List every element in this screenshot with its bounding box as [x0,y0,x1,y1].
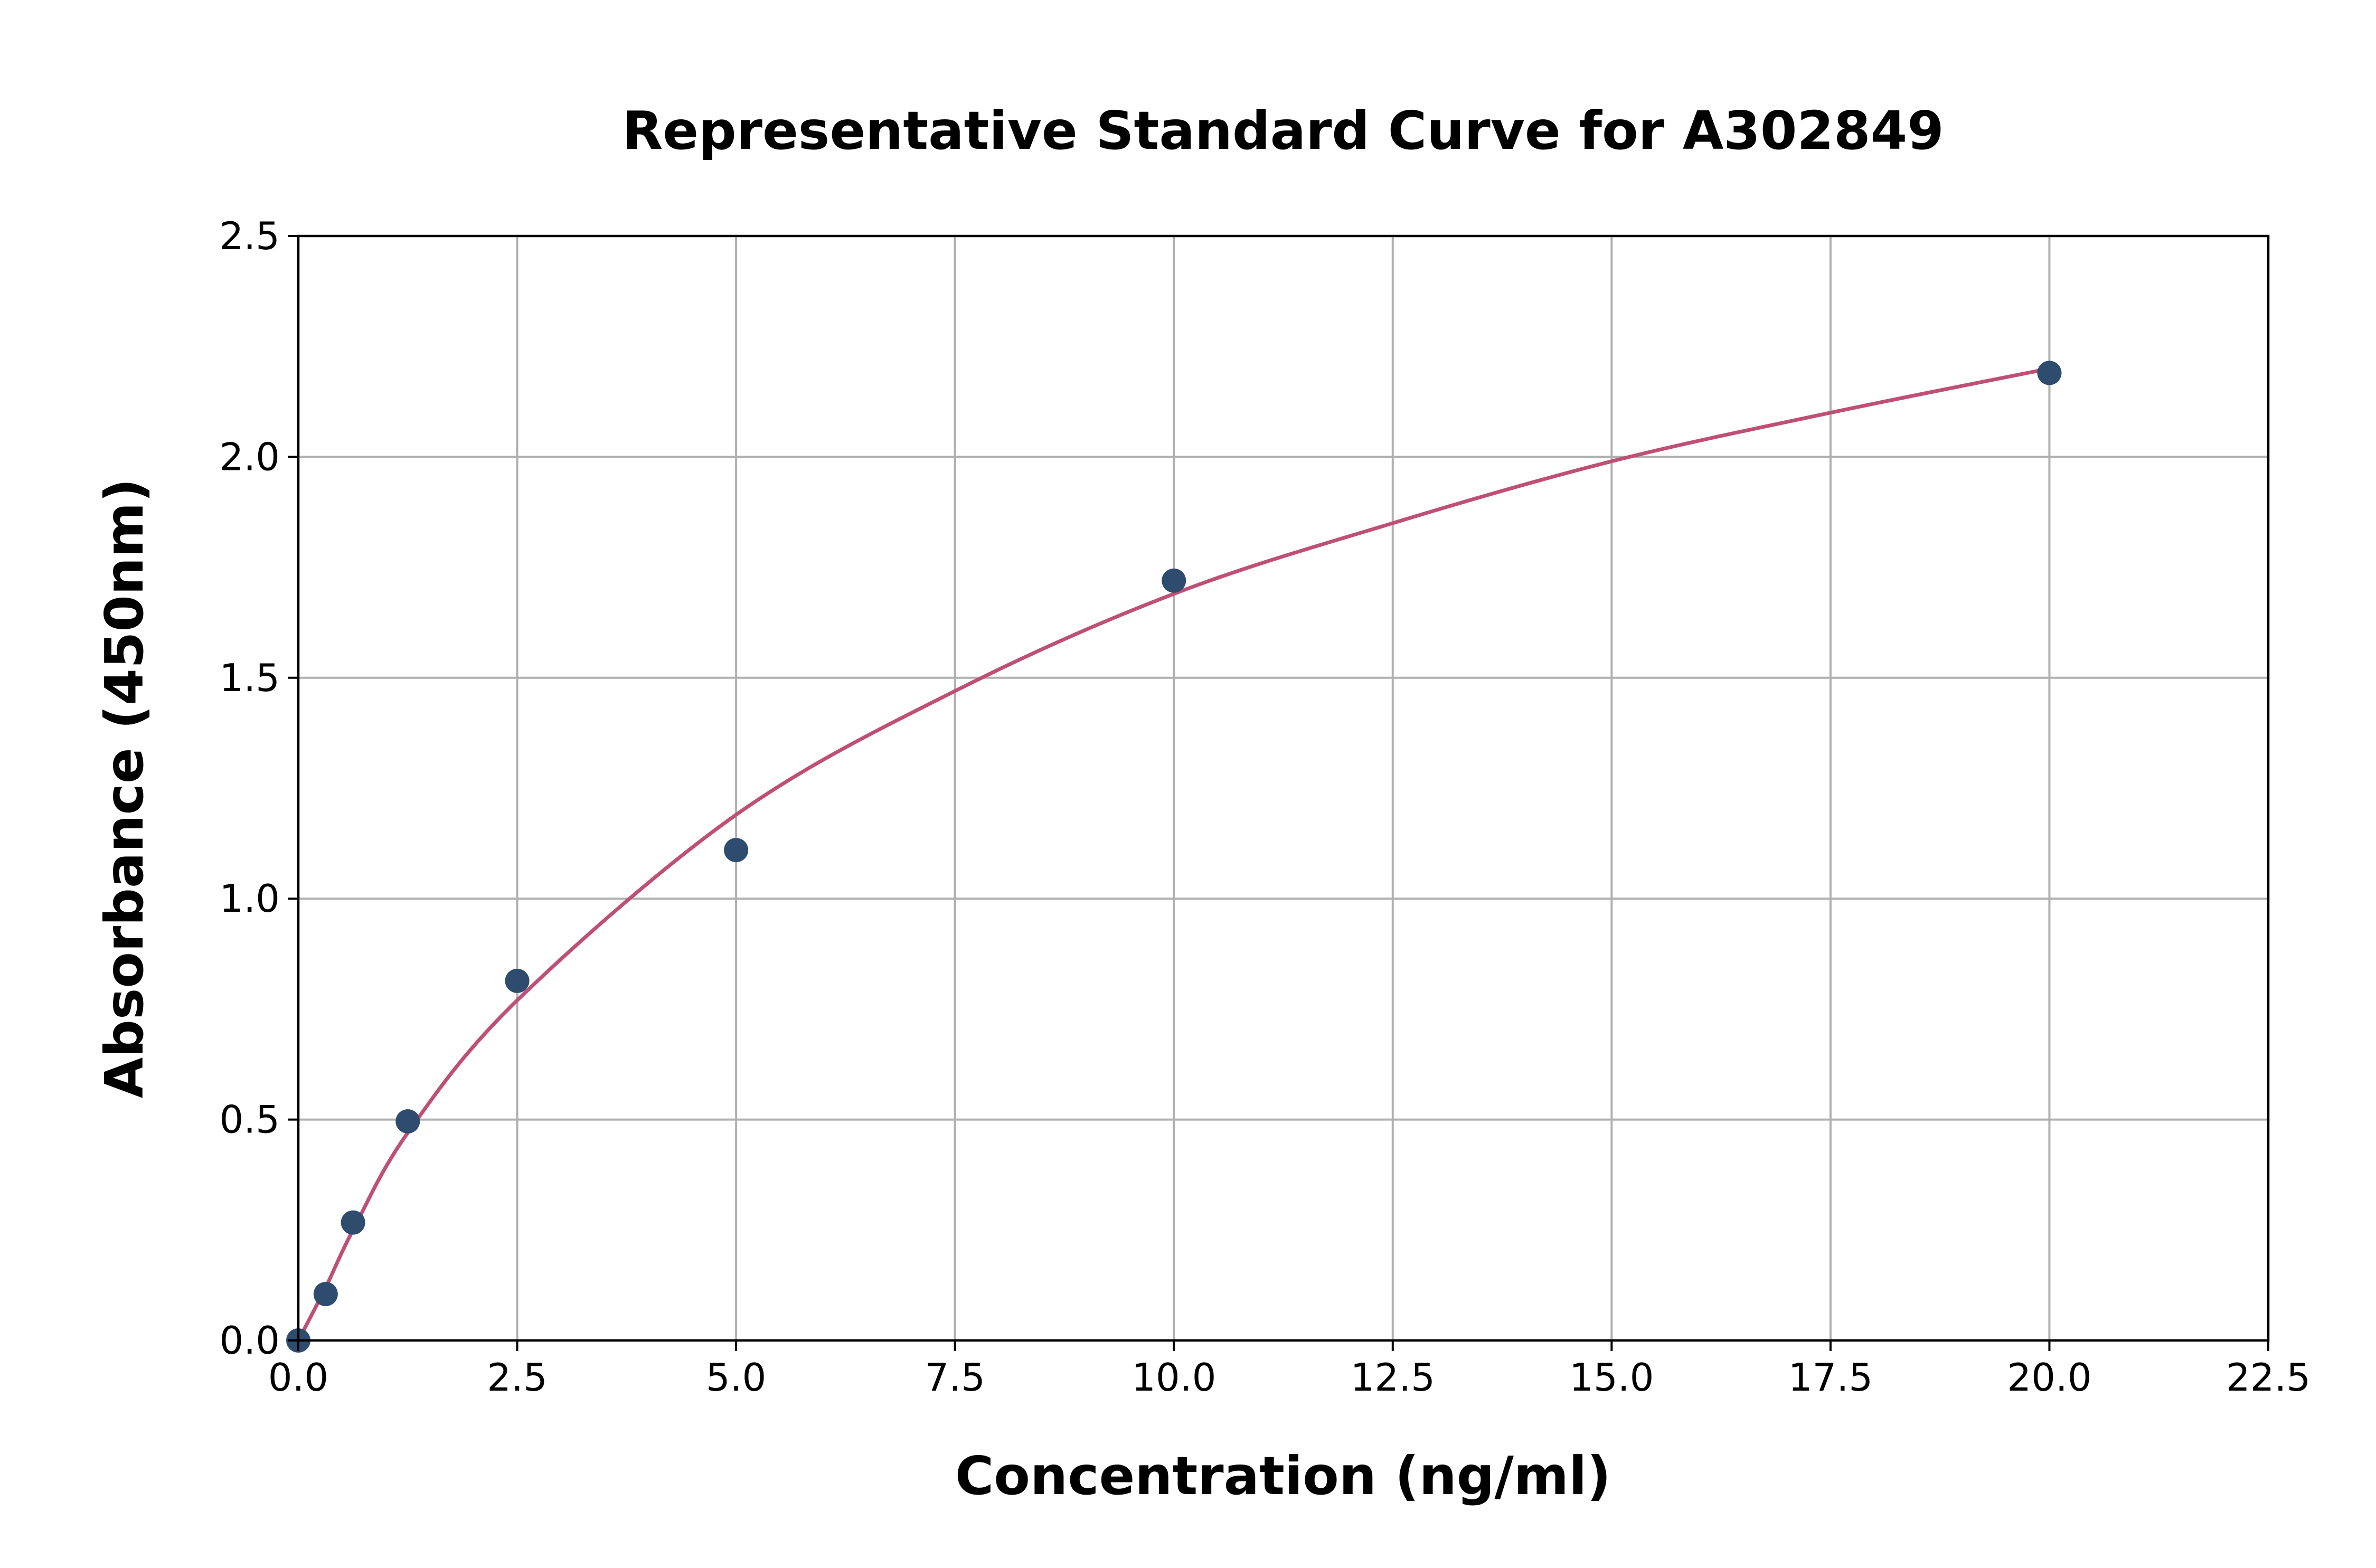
x-tick-label: 15.0 [1569,1355,1654,1400]
x-tick-label: 12.5 [1351,1355,1435,1400]
plot-frame [297,234,2270,1342]
x-tick-label: 7.5 [925,1355,985,1400]
x-tick-label: 10.0 [1132,1355,1216,1400]
x-tick-label: 5.0 [706,1355,767,1400]
data-point [395,1109,420,1134]
data-point [1162,568,1186,593]
fit-curve-line [296,366,2050,1342]
data-point [2037,361,2062,385]
y-tick-label: 2.5 [219,214,280,258]
y-tick-label: 1.0 [219,876,280,921]
x-tick-label: 17.5 [1788,1355,1873,1400]
chart-title: Representative Standard Curve for A30284… [622,100,1944,162]
y-tick-label: 1.5 [219,656,280,700]
x-tick-label: 0.0 [268,1355,329,1400]
y-axis-label: Absorbance (450nm) [93,478,155,1098]
fit-curve-group [296,366,2050,1342]
data-point [505,968,530,993]
x-tick-label: 2.5 [487,1355,548,1400]
x-tick-label: 22.5 [2226,1355,2311,1400]
data-point [341,1210,365,1235]
x-axis-label: Concentration (ng/ml) [955,1445,1611,1507]
y-tick-label: 0.5 [219,1098,280,1142]
x-tick-label: 20.0 [2007,1355,2091,1400]
ticks: 0.0 2.5 5.0 7.5 10.0 12.5 15.0 17.5 20.0 22.5 0.0 0… [219,214,2311,1400]
y-tick-label: 2.0 [219,434,280,479]
y-tick-label: 0.0 [219,1318,280,1363]
data-point [313,1282,338,1307]
data-point [724,838,749,863]
